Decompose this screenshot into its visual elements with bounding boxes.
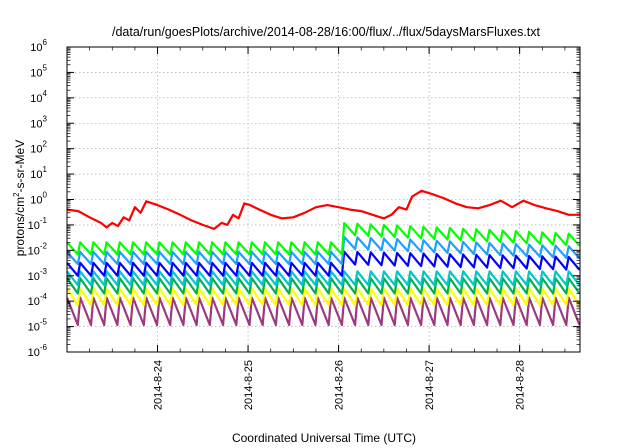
y-tick-label: 10-4 bbox=[28, 292, 48, 308]
x-tick-label: 2014-8-26 bbox=[334, 360, 346, 410]
series-line bbox=[65, 296, 581, 327]
y-tick-label: 106 bbox=[30, 38, 47, 54]
x-axis-label: Coordinated Universal Time (UTC) bbox=[232, 431, 416, 445]
y-tick-label: 10-1 bbox=[28, 216, 48, 232]
ticks bbox=[66, 46, 580, 353]
series-line bbox=[66, 222, 581, 256]
y-axis-label-sup: 2 bbox=[12, 192, 21, 197]
y-tick-label: 102 bbox=[30, 140, 47, 156]
y-axis-label-base: protons/cm bbox=[13, 197, 27, 256]
series-line bbox=[66, 277, 581, 295]
series-line bbox=[66, 270, 581, 287]
x-tick-label: 2014-8-27 bbox=[424, 360, 436, 410]
series-line bbox=[66, 235, 581, 266]
y-axis-label-rest: -s-sr-MeV bbox=[13, 140, 27, 193]
x-tick-label: 2014-8-25 bbox=[243, 360, 255, 410]
y-tick-label: 101 bbox=[30, 165, 47, 181]
series-line bbox=[66, 250, 581, 277]
y-tick-label: 100 bbox=[30, 191, 47, 207]
y-tick-label: 105 bbox=[30, 63, 47, 79]
series-line bbox=[66, 287, 581, 307]
y-tick-labels: 10-6 10-5 10-4 10-3 10-2 10-1 100 101 102 103 104 1… bbox=[28, 38, 48, 359]
x-tick-label: 2014-8-28 bbox=[515, 360, 527, 410]
series-group bbox=[65, 189, 581, 327]
y-tick-label: 10-2 bbox=[28, 241, 48, 257]
x-tick-labels: 2014-8-24 2014-8-25 2014-8-26 2014-8-27 2014… bbox=[153, 360, 527, 410]
y-tick-label: 10-6 bbox=[28, 343, 48, 359]
series-line bbox=[66, 189, 580, 230]
grid bbox=[67, 47, 580, 352]
y-axis-label: protons/cm2-s-sr-MeV bbox=[12, 140, 27, 256]
x-tick-label: 2014-8-24 bbox=[153, 360, 165, 410]
y-tick-label: 10-5 bbox=[28, 318, 48, 334]
y-tick-label: 103 bbox=[30, 114, 47, 130]
chart-title: /data/run/goesPlots/archive/2014-08-28/1… bbox=[112, 25, 541, 39]
y-tick-label: 10-3 bbox=[28, 267, 48, 283]
y-tick-label: 104 bbox=[30, 89, 47, 105]
